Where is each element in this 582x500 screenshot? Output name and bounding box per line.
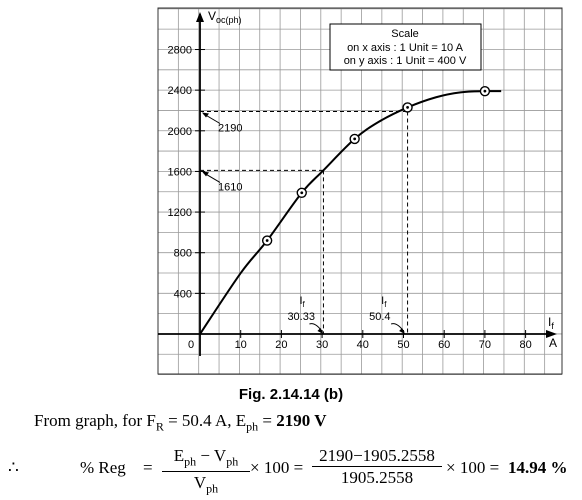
- annotation-arrowhead: [202, 171, 209, 177]
- y-tick-label: 2400: [168, 85, 192, 97]
- y-tick-label: 1200: [168, 207, 192, 219]
- data-point-dot: [483, 89, 487, 93]
- subscript-r: R: [155, 419, 164, 434]
- equals-sign: =: [143, 458, 153, 477]
- y-axis-label: Voc(ph): [208, 9, 242, 25]
- x-axis-unit: A: [549, 336, 557, 350]
- data-markers: [261, 85, 491, 246]
- therefore-symbol: ∴: [8, 458, 19, 477]
- annotations: 2190 1610 If 30.33 If 50.4: [202, 112, 406, 334]
- x-axis-label: If: [548, 315, 554, 331]
- y-axis-arrow: [196, 12, 204, 22]
- x-tick-label: 10: [235, 339, 247, 351]
- x-tick-label: 70: [479, 339, 491, 351]
- reg-label: % Reg: [80, 458, 126, 477]
- y-axis-label-sub: oc(ph): [216, 15, 242, 25]
- from-graph-eq: = 50.4 A, E: [163, 411, 247, 430]
- regulation-equation: ∴ % Reg = Eph − Vph Vph × 100 = 2190−190…: [0, 446, 582, 498]
- x-tick-label: 0: [188, 339, 194, 351]
- data-point-dot: [406, 106, 409, 109]
- y-tick-label: 1600: [168, 166, 192, 178]
- x-tick-label: 30: [316, 339, 328, 351]
- annotation-arrowhead: [202, 112, 209, 118]
- x-axis-label-sub: f: [551, 321, 554, 331]
- fraction-numeric: 2190−1905.2558 1905.2558: [312, 446, 442, 489]
- annotation-current-value: 50.4: [369, 311, 390, 323]
- chart: Voc(ph) If A 0 10 20 30 40 50 60 70 80 400 800 1200 16…: [157, 7, 563, 376]
- data-point-dot: [300, 191, 304, 195]
- chart-ticks: 0 10 20 30 40 50 60 70 80 400 800 1200 1600 2000 2400 2…: [168, 45, 532, 351]
- data-point-dot: [265, 239, 269, 242]
- annotation-current-label: If: [299, 295, 305, 309]
- data-point-dot: [353, 137, 357, 141]
- result-value: 14.94 %: [508, 458, 568, 477]
- x-tick-label: 40: [357, 339, 369, 351]
- scale-title: Scale: [391, 28, 419, 40]
- x-tick-label: 60: [438, 339, 450, 351]
- annotation-current-label: If: [381, 295, 387, 309]
- annotation-label: 1610: [218, 181, 242, 193]
- scale-y-line: on y axis : 1 Unit = 400 V: [344, 55, 467, 67]
- occ-curve: [199, 90, 502, 335]
- times-100-a: × 100 =: [250, 458, 304, 477]
- fraction-symbolic: Eph − Vph Vph: [162, 446, 250, 500]
- annotation-label: 2190: [218, 122, 242, 134]
- subscript-ph: ph: [246, 419, 259, 434]
- fraction-symbolic-denominator: Vph: [193, 473, 219, 496]
- y-tick-label: 800: [174, 248, 192, 260]
- x-tick-label: 20: [275, 339, 287, 351]
- fraction-symbolic-numerator: Eph − Vph: [162, 446, 250, 473]
- annotation-arrowhead: [399, 328, 406, 334]
- plot-border: [157, 7, 563, 375]
- from-graph-eq2: =: [258, 411, 277, 430]
- y-tick-label: 2000: [168, 126, 192, 138]
- times-100-b: × 100 =: [446, 458, 500, 477]
- x-tick-label: 80: [519, 339, 531, 351]
- annotation-current-sub: f: [303, 300, 306, 309]
- scale-box-frame: [329, 23, 482, 71]
- from-graph-line: From graph, for FR = 50.4 A, Eph = 2190 …: [34, 411, 326, 434]
- annotation-current-value: 30.33: [287, 311, 315, 323]
- annotation-current-sub: f: [384, 300, 387, 309]
- x-axis-arrow: [546, 330, 557, 338]
- y-tick-label: 400: [174, 288, 192, 300]
- x-tick-label: 50: [397, 339, 409, 351]
- from-graph-text: From graph, for F: [34, 411, 156, 430]
- figure-caption: Fig. 2.14.14 (b): [238, 386, 344, 403]
- guide-lines: [200, 110, 409, 334]
- y-tick-label: 2800: [168, 45, 192, 57]
- eph-value: 2190 V: [276, 411, 327, 430]
- fraction-numeric-numerator: 2190−1905.2558: [312, 446, 442, 467]
- scale-box: Scale on x axis : 1 Unit = 10 Aon y axis …: [329, 23, 482, 71]
- annotation-arrowhead: [317, 328, 324, 334]
- fraction-numeric-denominator: 1905.2558: [340, 468, 414, 487]
- scale-x-line: on x axis : 1 Unit = 10 A: [347, 42, 464, 54]
